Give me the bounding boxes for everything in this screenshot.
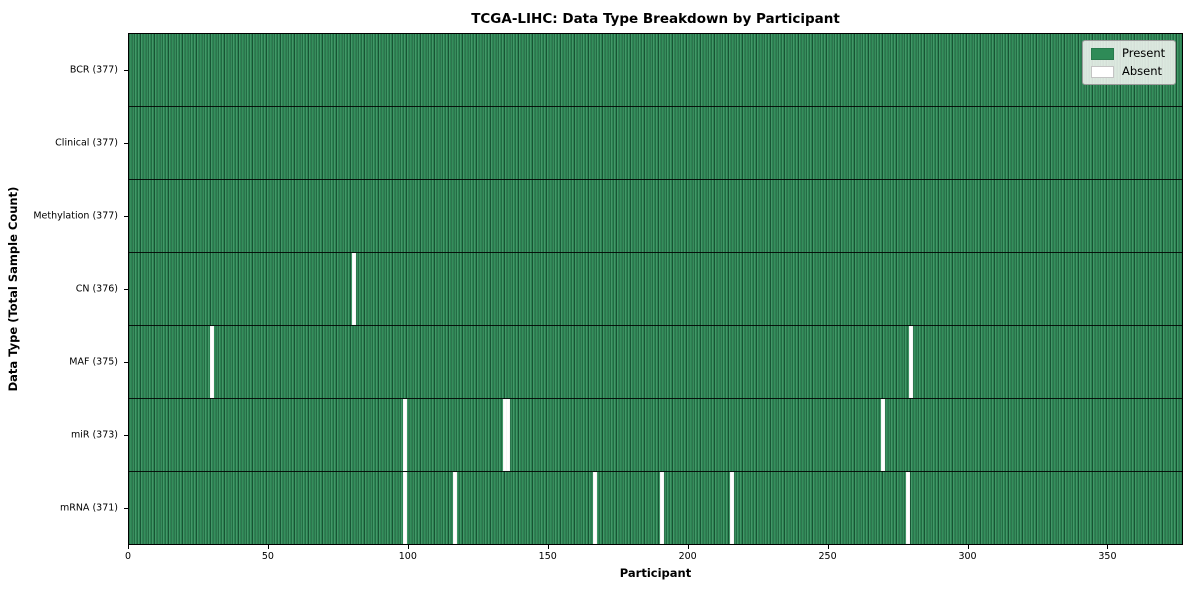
y-tick-mark — [124, 508, 128, 510]
absent-marker — [503, 399, 508, 471]
y-tick-label: CN (376) — [75, 283, 118, 295]
absent-marker — [209, 326, 214, 398]
absent-swatch-icon — [1091, 65, 1114, 78]
chart-title: TCGA-LIHC: Data Type Breakdown by Partic… — [471, 11, 840, 27]
absent-marker — [592, 472, 597, 544]
absent-marker — [881, 399, 886, 471]
y-tick-label: MAF (375) — [69, 356, 118, 368]
x-tick-mark — [827, 545, 829, 549]
absent-marker — [402, 399, 407, 471]
x-tick-label: 150 — [538, 551, 557, 562]
absent-marker — [453, 472, 457, 544]
x-tick-label: 100 — [398, 551, 417, 562]
x-tick-mark — [687, 545, 689, 549]
legend: Present Absent — [1082, 40, 1177, 85]
x-tick-label: 50 — [261, 551, 274, 562]
absent-marker — [909, 326, 914, 398]
present-swatch-icon — [1091, 47, 1114, 60]
absent-marker — [730, 472, 735, 544]
x-tick-mark — [267, 545, 269, 549]
legend-label-absent: Absent — [1122, 64, 1163, 78]
y-tick-label: Clinical (377) — [55, 137, 118, 149]
heatmap-row-MAF — [129, 325, 1182, 398]
y-tick-label: mRNA (371) — [59, 502, 118, 514]
x-tick-label: 250 — [818, 551, 837, 562]
x-tick-mark — [407, 545, 409, 549]
heatmap-row-mRNA — [129, 471, 1182, 544]
x-tick-mark — [128, 545, 129, 549]
plot-area — [128, 33, 1183, 545]
y-tick-mark — [124, 69, 128, 71]
heatmap-row-CN — [129, 252, 1182, 325]
y-tick-label: miR (373) — [70, 429, 118, 441]
x-tick-label: 350 — [1098, 551, 1117, 562]
absent-marker — [660, 472, 665, 544]
heatmap-row-BCR — [129, 34, 1182, 106]
absent-marker — [352, 253, 357, 325]
x-tick-label: 300 — [958, 551, 977, 562]
y-tick-label: Methylation (377) — [33, 210, 118, 222]
absent-marker — [506, 399, 511, 471]
heatmap-row-miR — [129, 398, 1182, 471]
y-tick-mark — [124, 435, 128, 437]
y-tick-mark — [124, 289, 128, 290]
x-tick-mark — [1107, 545, 1109, 549]
x-axis-label: Participant — [619, 566, 692, 580]
x-tick-label: 0 — [124, 551, 132, 562]
absent-marker — [402, 472, 407, 544]
x-tick-mark — [547, 545, 549, 549]
x-tick-label: 200 — [678, 551, 697, 562]
legend-item-absent: Absent — [1091, 65, 1165, 78]
y-tick-mark — [124, 215, 128, 217]
legend-label-present: Present — [1122, 46, 1166, 60]
y-tick-mark — [124, 142, 128, 144]
heatmap-row-Methylation — [129, 179, 1182, 252]
absent-marker — [906, 472, 911, 544]
y-tick-mark — [124, 362, 128, 364]
x-tick-mark — [967, 545, 969, 549]
y-tick-label: BCR (377) — [69, 64, 118, 76]
legend-item-present: Present — [1091, 47, 1165, 60]
heatmap-row-Clinical — [129, 106, 1182, 179]
